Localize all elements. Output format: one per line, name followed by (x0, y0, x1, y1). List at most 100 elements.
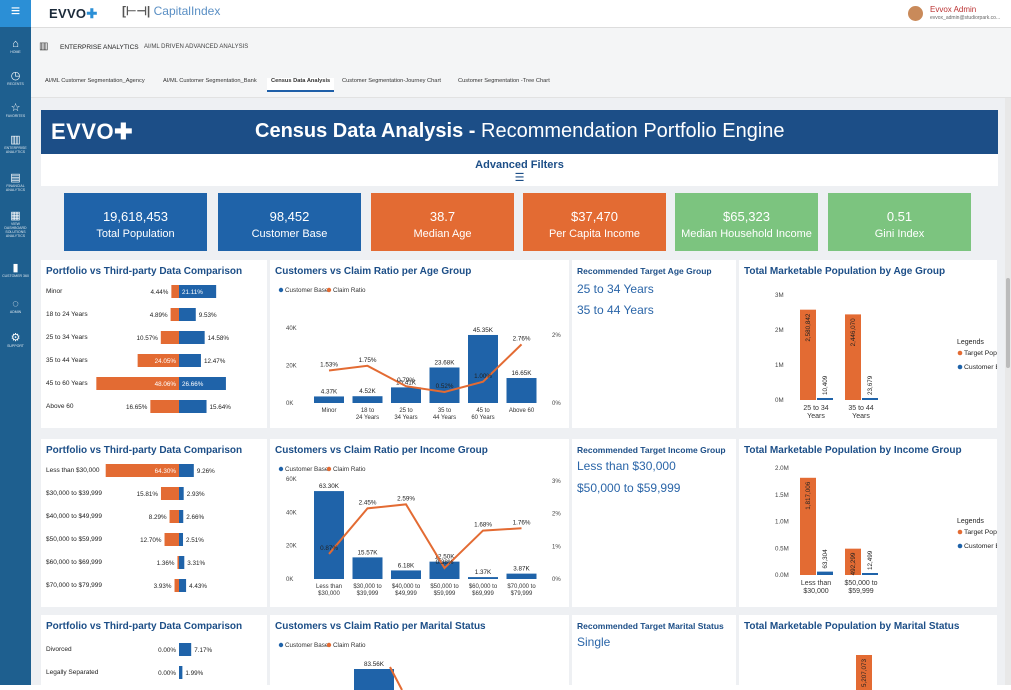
sidebar-item-recents[interactable]: ◷ RECENTS (0, 70, 31, 86)
x-axis-tick: $50,000 to (430, 584, 459, 590)
rec-income-panel: Recommended Target Income Group Less tha… (572, 439, 736, 607)
y2-axis-tick: 2% (552, 512, 561, 518)
legend-title: Legends (957, 339, 984, 346)
x-axis-tick: 34 Years (394, 415, 417, 421)
sidebar-item-customer360[interactable]: ▮ CUSTOMER 360 (0, 262, 31, 278)
breadcrumb-subsection[interactable]: AI/ML DRIVEN ADVANCED ANALYSIS (144, 44, 249, 50)
x-axis-tick: 45 to (476, 408, 490, 414)
legend-claim-ratio-dot (326, 466, 332, 472)
portfolio-value-label: 8.29% (149, 514, 167, 521)
user-menu[interactable]: Evvox Admin evvox_admin@studiorpark.co..… (908, 4, 1003, 24)
legend-customer-base: Customer Base (964, 543, 997, 550)
sidebar-item-favorites[interactable]: ☆ FAVORITES (0, 102, 31, 118)
cvc-marital-title: Customers vs Claim Ratio per Marital Sta… (275, 621, 486, 632)
claim-ratio-label: 0.52% (436, 383, 454, 390)
pvt-category-label: Divorced (46, 646, 72, 653)
bar-value-label: 6.18K (398, 562, 415, 569)
sidebar-item-support[interactable]: ⚙ SUPPORT (0, 332, 31, 348)
breadcrumb-section[interactable]: ENTERPRISE ANALYTICS (60, 44, 139, 51)
x-axis-tick: Less than (316, 584, 342, 590)
sidebar-item-enterprise[interactable]: ▥ ENTERPRISE ANALYTICS (0, 134, 31, 154)
portfolio-bar (164, 533, 179, 546)
building-icon: ▥ (10, 134, 21, 146)
breadcrumb: ▥ ENTERPRISE ANALYTICS AI/ML DRIVEN ADVA… (31, 28, 1011, 66)
thirdparty-value-label: 4.43% (189, 583, 207, 590)
advanced-filters[interactable]: Advanced Filters ☰ (41, 154, 998, 186)
claim-ratio-label: 1.53% (320, 361, 338, 368)
sidebar-item-admin[interactable]: ◌ ADMIN (0, 298, 31, 314)
x-axis-tick: 60 Years (471, 415, 494, 421)
bar-value-label: 45.35K (473, 327, 494, 334)
tab-tree-chart[interactable]: Customer Segmentation -Tree Chart (458, 78, 550, 84)
kpi-median-age: 38.7 Median Age (371, 193, 514, 251)
thirdparty-bar (179, 579, 187, 592)
legend-customer-base: Customer Base (285, 287, 329, 294)
tmp-age-title: Total Marketable Population by Age Group (744, 266, 946, 277)
kpi-total-population: 19,618,453 Total Population (64, 193, 207, 251)
thirdparty-value-label: 9.26% (197, 468, 215, 475)
claim-ratio-label: 1.00% (474, 373, 492, 380)
thirdparty-value-label: 15.64% (210, 404, 232, 411)
bar-value-label: 10,409 (822, 375, 829, 395)
advanced-filters-title: Advanced Filters (475, 159, 564, 171)
thirdparty-value-label: 9.53% (199, 312, 217, 319)
rec-marital-panel: Recommended Target Marital Status Single (572, 615, 736, 690)
sidebar-item-financial[interactable]: ▤ FINANCIAL ANALYTICS (0, 172, 31, 192)
cvc-age-panel: Customers vs Claim Ratio per Age Group C… (270, 260, 569, 428)
menu-icon[interactable]: ≡ (0, 0, 31, 27)
y-axis-tick: 20K (286, 364, 297, 370)
bar-value-label: 5,207,073 (861, 659, 868, 688)
filter-icon[interactable]: ☰ (514, 172, 525, 184)
legend-claim-ratio: Claim Ratio (333, 642, 366, 649)
x-axis-tick: Above 60 (509, 408, 535, 414)
customer-base-bar (862, 398, 878, 400)
tab-segmentation-bank[interactable]: AI/ML Customer Segmentation_Bank (163, 78, 257, 84)
thirdparty-bar (179, 400, 207, 413)
page-title: Census Data Analysis - Recommendation Po… (255, 120, 785, 142)
x-axis-tick: 25 to (399, 408, 413, 414)
y-axis-tick: 60K (286, 477, 297, 483)
legend-target-population: Target Population (964, 350, 997, 357)
user-name: Evvox Admin (930, 5, 977, 14)
tab-journey-chart[interactable]: Customer Segmentation-Journey Chart (342, 78, 441, 84)
legend-claim-ratio-dot (326, 287, 332, 293)
rec-age-panel: Recommended Target Age Group 25 to 34 Ye… (572, 260, 736, 428)
building-icon: ▥ (39, 41, 49, 52)
portfolio-bar (137, 354, 179, 367)
x-axis-tick: $59,999 (434, 591, 456, 597)
y2-axis-tick: 3% (552, 479, 561, 485)
legend-customer-base-dot (278, 466, 284, 472)
pvt-category-label: 18 to 24 Years (46, 311, 88, 318)
target-population-bar (856, 655, 872, 690)
pvt-marital-title: Portfolio vs Third-party Data Comparison (46, 621, 243, 632)
rec-marital-item: Single (577, 635, 611, 649)
portfolio-value-label: 16.65% (126, 404, 148, 411)
page-scrollbar[interactable] (1005, 98, 1011, 685)
capitalindex-logo[interactable]: [⊢⊣| CapitalIndex (122, 4, 221, 18)
sidebar-item-home[interactable]: ⌂ HOME (0, 38, 31, 54)
rec-age-title: Recommended Target Age Group (577, 266, 712, 276)
report-canvas: EVVO✚ Census Data Analysis - Recommendat… (31, 98, 1006, 690)
pvt-category-label: Minor (46, 288, 63, 295)
customer-base-bar (506, 378, 537, 403)
bar-value-label: 3.87K (513, 566, 530, 573)
bar-value-label: 23,679 (867, 375, 874, 395)
portfolio-bar (170, 308, 179, 321)
bar-value-label: 1.37K (475, 569, 492, 576)
sidebar-item-dashboards[interactable]: ▦ VIEW DASHBOARD SOLUTIONS ANALYTICS (0, 210, 31, 238)
thirdparty-bar (179, 487, 184, 500)
bar-value-label: 12.50K (435, 554, 456, 561)
y2-axis-tick: 1.2% (552, 615, 566, 617)
chart-icon: ▮ (12, 262, 19, 274)
cvc-income-title: Customers vs Claim Ratio per Income Grou… (275, 445, 488, 456)
claim-ratio-label: 2.76% (513, 335, 531, 342)
x-axis-tick: Years (807, 413, 825, 420)
evvo-logo[interactable]: EVVO✚ (49, 6, 98, 21)
report-tabs: AI/ML Customer Segmentation_Agency AI/ML… (31, 66, 1011, 98)
dashboard-icon: ▦ (10, 210, 21, 222)
tab-census-data-analysis[interactable]: Census Data Analysis (267, 78, 335, 92)
y-axis-tick: 0.5M (775, 545, 789, 552)
kpi-per-capita-income: $37,470 Per Capita Income (523, 193, 666, 251)
scrollbar-thumb[interactable] (1006, 278, 1010, 368)
tab-segmentation-agency[interactable]: AI/ML Customer Segmentation_Agency (45, 78, 145, 84)
